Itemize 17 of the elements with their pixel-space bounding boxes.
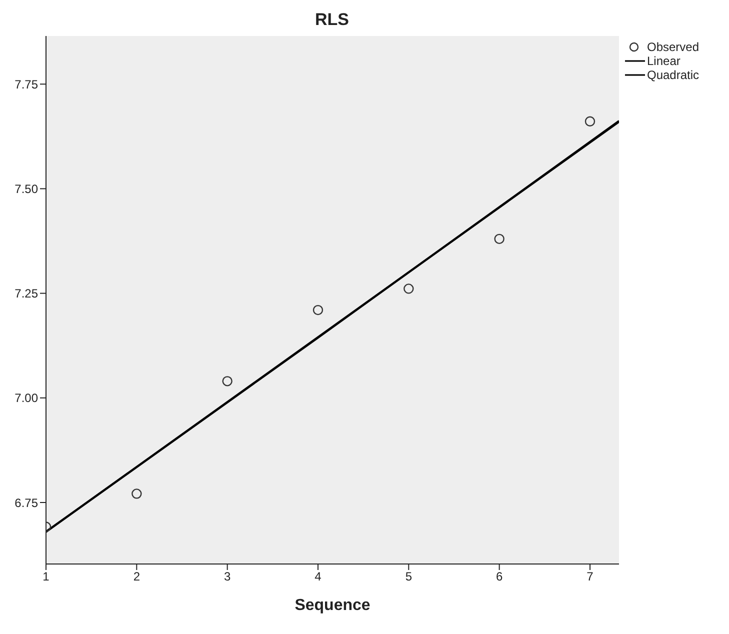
x-tick-label: 5 bbox=[405, 570, 412, 584]
y-tick-label: 7.00 bbox=[14, 391, 38, 406]
legend-label: Quadratic bbox=[647, 68, 700, 82]
y-tick-label: 7.50 bbox=[14, 182, 38, 196]
chart-title: RLS bbox=[314, 10, 350, 30]
y-tick-label: 7.25 bbox=[14, 286, 38, 301]
x-tick-label: 4 bbox=[314, 570, 322, 584]
y-tick-label: 6.75 bbox=[14, 496, 38, 510]
x-tick-label: 3 bbox=[224, 570, 231, 584]
legend-label: Linear bbox=[647, 54, 680, 68]
y-tick-label: 7.75 bbox=[14, 77, 38, 92]
x-tick-label: 7 bbox=[586, 570, 594, 584]
x-tick-label: 2 bbox=[133, 570, 140, 584]
x-tick-label: 6 bbox=[496, 570, 503, 584]
legend-label: Observed bbox=[647, 40, 700, 54]
x-axis-title: Sequence bbox=[294, 597, 370, 614]
x-tick-label: 1 bbox=[42, 570, 50, 584]
